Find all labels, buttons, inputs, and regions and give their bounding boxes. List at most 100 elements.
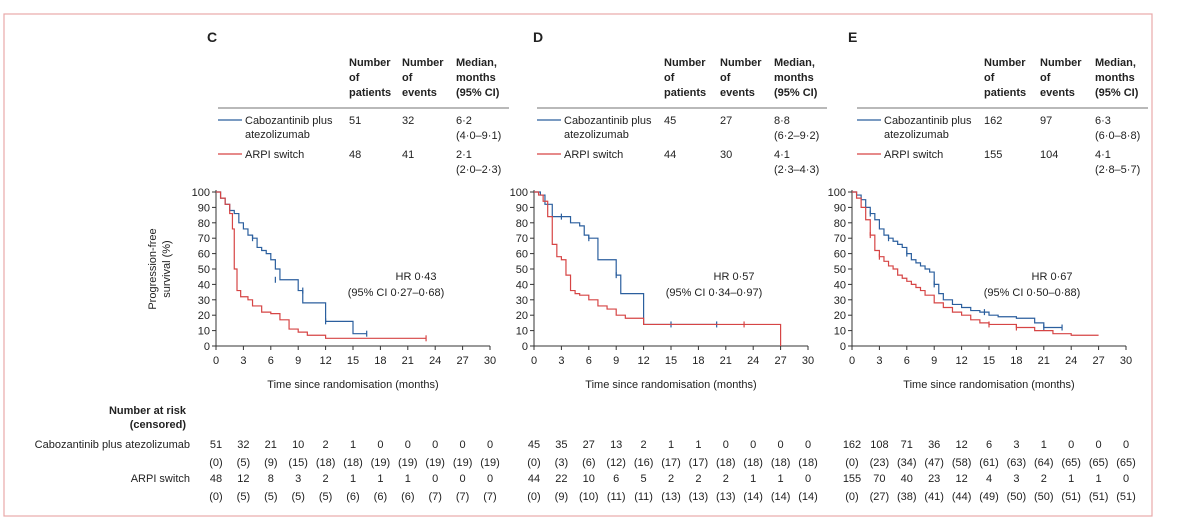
at-risk-cabozantinib: 1 [668,439,674,451]
legend-label: ARPI switch [245,149,304,161]
censored-arpi: (7) [428,491,441,503]
y-tick-label: 30 [834,295,846,307]
at-risk-arpi: 2 [323,473,329,485]
y-tick-label: 50 [516,264,528,276]
at-risk-cabozantinib: 13 [610,439,622,451]
x-tick-label: 24 [429,355,441,367]
y-axis-label: Progression-free [147,228,159,309]
censored-arpi: (7) [483,491,496,503]
median-months: 2·1 [456,149,472,161]
x-tick-label: 12 [319,355,331,367]
at-risk-arpi: 1 [750,473,756,485]
x-tick-label: 27 [1092,355,1104,367]
y-tick-label: 100 [510,187,528,199]
censored-arpi: (27) [870,491,890,503]
censored-arpi: (50) [1034,491,1054,503]
median-months: (4·0–9·1) [456,130,501,142]
at-risk-cabozantinib: 3 [1013,439,1019,451]
at-risk-arpi: 1 [1068,473,1074,485]
censored-arpi: (14) [798,491,818,503]
at-risk-arpi: 5 [641,473,647,485]
number-of-patients: 51 [349,115,361,127]
table-header-3: months [1095,72,1135,84]
table-header-1: of [984,72,995,84]
number-of-events: 30 [720,149,732,161]
at-risk-arpi: 48 [210,473,222,485]
censored-arpi: (0) [527,491,540,503]
censored-cabozantinib: (19) [425,457,445,469]
number-of-events: 41 [402,149,414,161]
censored-cabozantinib: (12) [606,457,626,469]
at-risk-arpi: 0 [460,473,466,485]
censored-cabozantinib: (23) [870,457,890,469]
censored-cabozantinib: (0) [845,457,858,469]
at-risk-cabozantinib: 45 [528,439,540,451]
at-risk-cabozantinib: 0 [805,439,811,451]
at-risk-arpi: 2 [668,473,674,485]
y-tick-label: 90 [516,202,528,214]
at-risk-cabozantinib: 0 [405,439,411,451]
at-risk-arpi: 23 [928,473,940,485]
at-risk-arpi: 2 [723,473,729,485]
y-tick-label: 50 [198,264,210,276]
median-months: (2·0–2·3) [456,164,501,176]
censored-arpi: (5) [237,491,250,503]
censored-arpi: (11) [607,491,626,503]
number-of-events: 32 [402,115,414,127]
table-header-3: (95% CI) [1095,87,1139,99]
at-risk-arpi: 0 [805,473,811,485]
median-months: 6·2 [456,115,472,127]
x-tick-label: 18 [374,355,386,367]
censored-arpi: (44) [952,491,972,503]
x-tick-label: 21 [402,355,414,367]
number-of-events: 97 [1040,115,1052,127]
y-tick-label: 10 [516,326,528,338]
table-header-3: Median, [456,57,497,69]
table-header-2: events [720,87,755,99]
at-risk-cabozantinib: 51 [210,439,222,451]
x-tick-label: 6 [586,355,592,367]
censored-arpi: (14) [771,491,791,503]
at-risk-arpi: 155 [843,473,861,485]
at-risk-arpi: 0 [1123,473,1129,485]
table-header-1: patients [349,87,391,99]
legend-label: ARPI switch [884,149,943,161]
y-tick-label: 90 [198,202,210,214]
censored-arpi: (6) [374,491,387,503]
at-risk-arpi: 12 [955,473,967,485]
x-axis-label: Time since randomisation (months) [267,379,438,391]
censored-cabozantinib: (65) [1089,457,1109,469]
censored-cabozantinib: (0) [209,457,222,469]
y-tick-label: 40 [516,279,528,291]
legend-label: atezolizumab [884,129,949,141]
median-months: 4·1 [1095,149,1111,161]
table-header-2: Number [402,57,444,69]
table-header-3: (95% CI) [456,87,500,99]
panel-c: C Number of patients Number of events Median, mo… [147,29,509,503]
panel-label: C [207,29,217,45]
panel-label: D [533,29,543,45]
y-tick-label: 20 [198,310,210,322]
median-months: (6·0–8·8) [1095,130,1140,142]
censored-arpi: (41) [924,491,944,503]
table-header-3: (95% CI) [774,87,818,99]
table-header-2: of [402,72,413,84]
censored-arpi: (13) [689,491,709,503]
number-at-risk-header: Number at risk (censored) Cabozantinib p… [35,405,190,485]
y-tick-label: 0 [522,341,528,353]
table-header-1: Number [984,57,1026,69]
censored-cabozantinib: (65) [1061,457,1081,469]
x-tick-label: 30 [484,355,496,367]
legend-label: Cabozantinib plus [245,115,333,127]
at-risk-arpi: 2 [695,473,701,485]
at-risk-cabozantinib: 0 [460,439,466,451]
hazard-ratio-ci: (95% CI 0·50–0·88) [984,287,1081,299]
at-risk-arpi: 10 [583,473,595,485]
censored-arpi: (10) [579,491,599,503]
at-risk-cabozantinib: 21 [265,439,277,451]
at-risk-arpi: 6 [613,473,619,485]
y-tick-label: 40 [198,279,210,291]
censored-arpi: (0) [209,491,222,503]
hazard-ratio-ci: (95% CI 0·34–0·97) [666,287,763,299]
censored-cabozantinib: (19) [398,457,418,469]
